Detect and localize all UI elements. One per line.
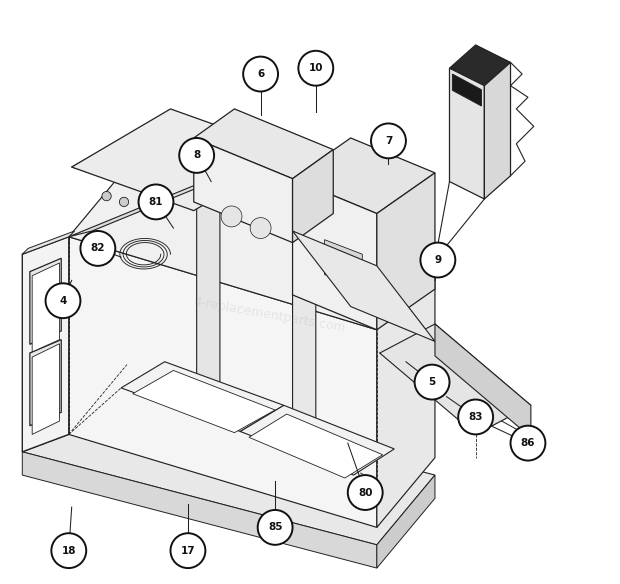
Text: 7: 7 [385, 136, 392, 146]
Text: 9: 9 [434, 255, 441, 265]
Polygon shape [450, 68, 484, 199]
Circle shape [45, 283, 81, 318]
Circle shape [243, 57, 278, 92]
Polygon shape [133, 370, 275, 433]
Text: 80: 80 [358, 488, 373, 498]
Text: 4: 4 [60, 296, 67, 305]
Polygon shape [69, 167, 435, 330]
Polygon shape [484, 62, 510, 199]
Polygon shape [194, 138, 293, 242]
Circle shape [371, 123, 406, 158]
Polygon shape [22, 237, 69, 452]
Circle shape [510, 426, 546, 461]
Polygon shape [197, 179, 220, 405]
Polygon shape [293, 208, 322, 220]
Text: 82: 82 [91, 244, 105, 253]
Polygon shape [293, 138, 435, 214]
Circle shape [415, 364, 450, 399]
Polygon shape [293, 214, 316, 440]
Polygon shape [377, 260, 435, 527]
Text: 6: 6 [257, 69, 264, 79]
Circle shape [170, 533, 205, 568]
Polygon shape [30, 258, 61, 345]
Text: 10: 10 [309, 63, 323, 73]
Polygon shape [377, 173, 435, 330]
Circle shape [102, 192, 111, 201]
Circle shape [81, 231, 115, 266]
Polygon shape [72, 109, 293, 211]
Circle shape [420, 242, 455, 277]
Polygon shape [22, 231, 74, 254]
Text: 85: 85 [268, 523, 282, 533]
Circle shape [298, 51, 333, 86]
Circle shape [51, 533, 86, 568]
Polygon shape [32, 344, 60, 434]
Polygon shape [453, 74, 482, 106]
Circle shape [250, 218, 271, 238]
Polygon shape [377, 475, 435, 568]
Polygon shape [293, 179, 377, 330]
Circle shape [179, 138, 214, 173]
Polygon shape [194, 109, 333, 179]
Polygon shape [121, 361, 284, 432]
Circle shape [138, 185, 174, 220]
Polygon shape [435, 324, 531, 437]
Polygon shape [450, 45, 510, 86]
Text: 81: 81 [149, 197, 163, 207]
Polygon shape [510, 62, 534, 176]
Text: 83: 83 [468, 412, 483, 422]
Circle shape [458, 399, 493, 434]
Polygon shape [22, 382, 435, 545]
Polygon shape [293, 231, 435, 342]
Polygon shape [324, 239, 362, 289]
Text: 8: 8 [193, 151, 200, 161]
Polygon shape [241, 405, 394, 475]
Polygon shape [69, 179, 220, 237]
Polygon shape [72, 155, 220, 208]
Polygon shape [293, 150, 333, 242]
Circle shape [120, 197, 129, 207]
Text: 18: 18 [61, 545, 76, 555]
Text: 4-replacementparts.com: 4-replacementparts.com [192, 296, 347, 335]
Polygon shape [197, 173, 226, 185]
Circle shape [258, 510, 293, 545]
Polygon shape [22, 452, 377, 568]
Circle shape [221, 206, 242, 227]
Polygon shape [30, 340, 61, 426]
Circle shape [348, 475, 383, 510]
Polygon shape [32, 263, 60, 352]
Polygon shape [69, 237, 377, 527]
Polygon shape [249, 414, 383, 478]
Text: 86: 86 [521, 438, 535, 448]
Text: 5: 5 [428, 377, 436, 387]
Text: 17: 17 [180, 545, 195, 555]
Polygon shape [379, 324, 531, 434]
